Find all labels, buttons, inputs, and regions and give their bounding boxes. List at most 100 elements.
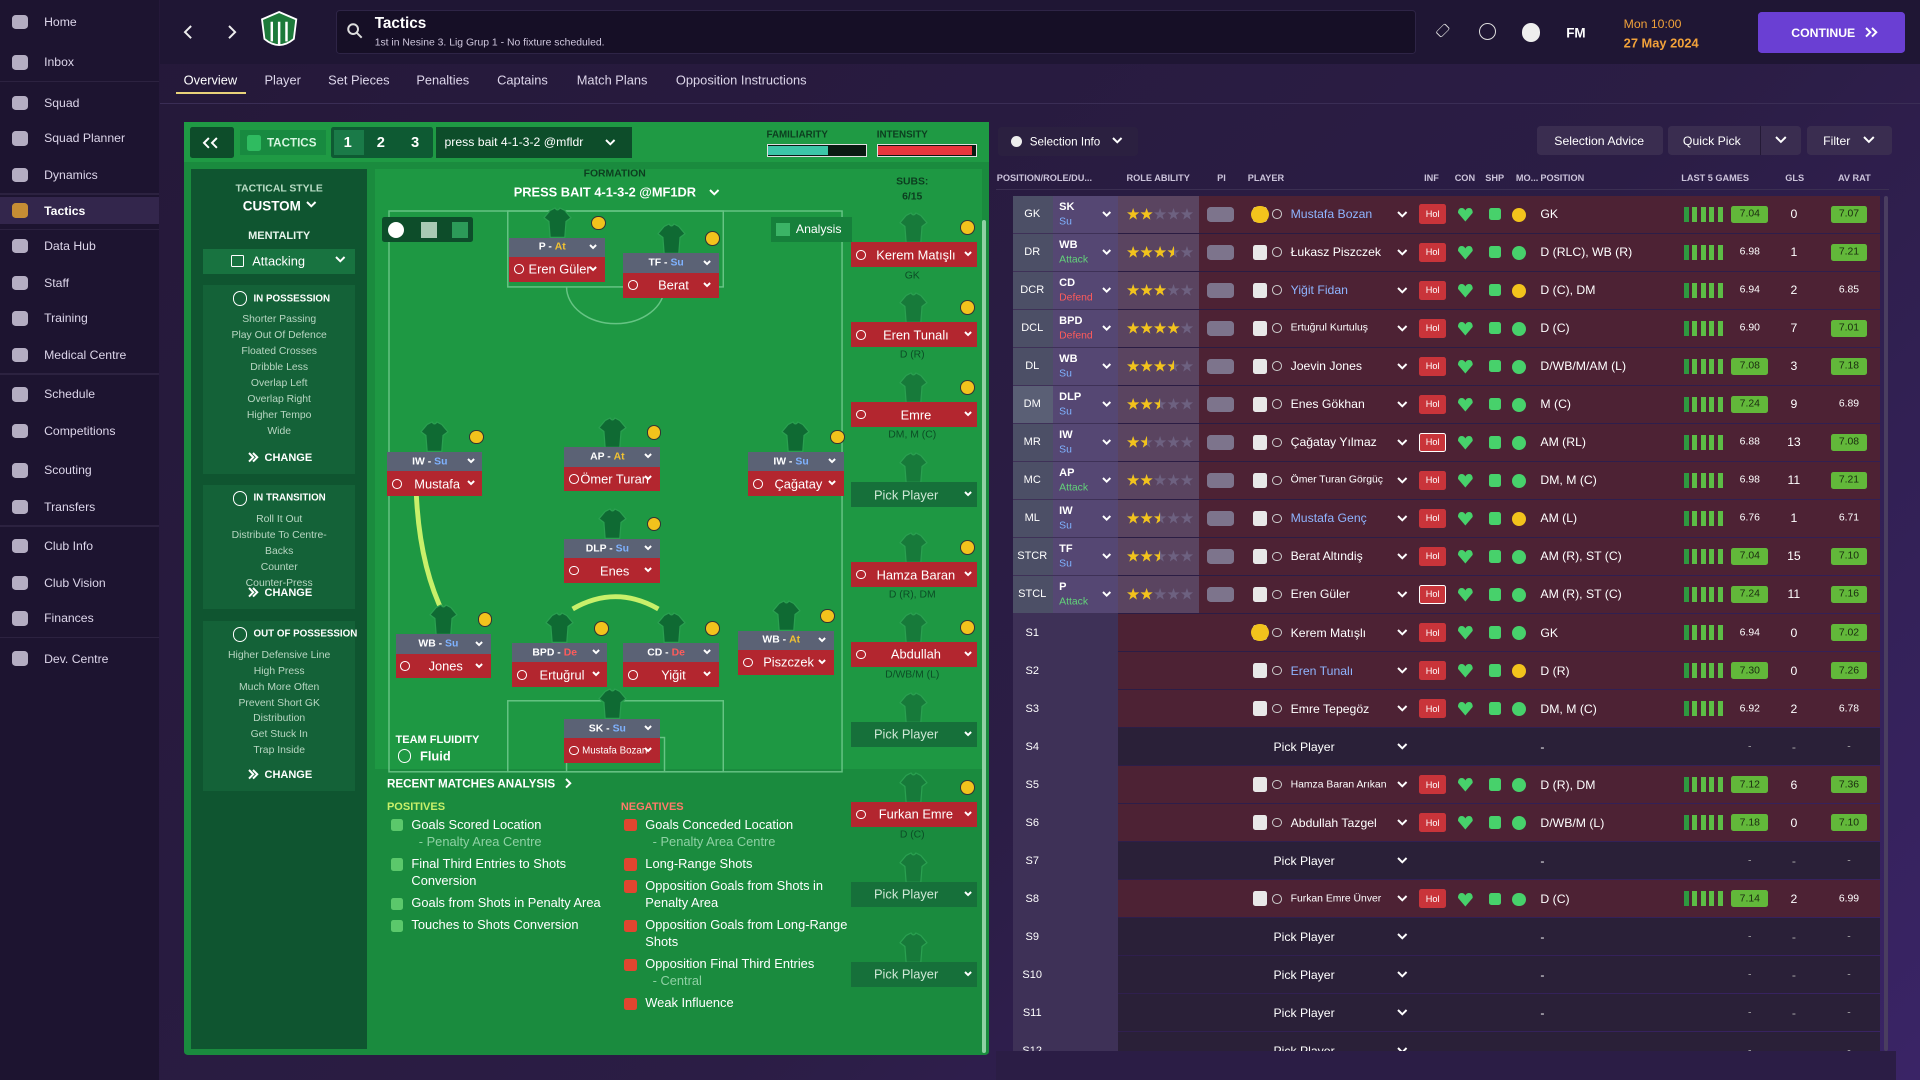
column-header[interactable]: AV RAT (1837, 172, 1871, 183)
change-button[interactable]: CHANGE (264, 586, 313, 599)
selection-advice-label[interactable]: Selection Advice (1554, 133, 1645, 148)
player-name[interactable]: Pick Player (1273, 1005, 1335, 1020)
column-header[interactable]: PLAYER (1247, 172, 1285, 183)
sidebar-item[interactable]: Club Vision (44, 575, 106, 590)
player-name-box[interactable] (564, 738, 660, 763)
player-name[interactable]: Emre Tepegöz (1290, 701, 1370, 716)
tab[interactable]: Overview (183, 72, 238, 88)
tactic-slot[interactable]: 2 (376, 135, 385, 152)
sidebar-item[interactable]: Tactics (44, 203, 86, 218)
tab[interactable]: Opposition Instructions (675, 72, 807, 88)
player-name-box[interactable] (386, 471, 483, 496)
role-box[interactable] (509, 237, 605, 258)
role-box[interactable] (564, 446, 660, 467)
column-header[interactable]: CON (1454, 172, 1476, 183)
role-box[interactable] (738, 630, 834, 651)
role-box[interactable] (748, 451, 844, 472)
player-name[interactable]: Kerem Matışlı (1290, 625, 1367, 640)
tab[interactable]: Penalties (416, 72, 470, 88)
sidebar-item[interactable]: Data Hub (44, 239, 96, 254)
player-name[interactable]: Eren Güler (1290, 587, 1350, 602)
table-row[interactable] (1117, 956, 1880, 994)
player-name-box[interactable] (748, 471, 844, 496)
tactic-name-dropdown[interactable] (435, 127, 632, 158)
player-name[interactable]: Berat Altındiş (1290, 549, 1363, 564)
sub-name-box[interactable] (851, 802, 978, 827)
column-header[interactable]: GLS (1785, 172, 1805, 183)
sidebar-item[interactable]: Finances (44, 611, 94, 626)
sub-name-box[interactable] (851, 242, 978, 267)
player-name[interactable]: Pick Player (1273, 739, 1335, 754)
column-header[interactable]: SHP (1485, 172, 1505, 183)
player-name[interactable]: Pick Player (1273, 853, 1335, 868)
sidebar-item[interactable]: Scouting (44, 463, 92, 478)
player-name[interactable]: Hamza Baran Arıkan (1290, 779, 1387, 791)
role-box[interactable] (564, 718, 660, 739)
player-name-box[interactable] (395, 653, 491, 679)
tab[interactable]: Captains (497, 72, 548, 88)
sidebar-item[interactable]: Squad Planner (44, 131, 126, 146)
player-name[interactable]: Joevin Jones (1290, 359, 1363, 374)
player-name-box[interactable] (564, 558, 660, 583)
player-name[interactable]: Mustafa Genç (1290, 511, 1367, 526)
column-header[interactable]: PI (1217, 172, 1226, 183)
sub-name-box[interactable] (851, 482, 978, 507)
player-name[interactable]: Eren Tunalı (1290, 663, 1354, 678)
player-name[interactable]: Abdullah Tazgel (1290, 815, 1377, 830)
player-name-box[interactable] (623, 662, 719, 687)
player-name[interactable]: Łukasz Piszczek (1290, 245, 1382, 260)
change-button[interactable]: CHANGE (264, 769, 313, 782)
sub-name-box[interactable] (851, 562, 978, 587)
sub-name-box[interactable] (851, 962, 978, 987)
continue-label[interactable]: CONTINUE (1791, 26, 1856, 41)
sidebar-item[interactable]: Home (44, 15, 77, 30)
sub-name-box[interactable] (851, 722, 978, 747)
tab[interactable]: Player (264, 72, 301, 88)
column-header[interactable]: POSITION (1540, 172, 1585, 183)
column-header[interactable]: LAST 5 GAMES (1681, 172, 1749, 183)
sidebar-item[interactable]: Squad (44, 95, 80, 110)
role-box[interactable] (395, 634, 491, 654)
sub-name-box[interactable] (851, 882, 978, 907)
mentality-dropdown[interactable] (203, 248, 356, 275)
player-name-box[interactable] (564, 466, 660, 491)
player-name[interactable]: Yiğit Fidan (1290, 283, 1348, 298)
filter-button[interactable] (1807, 126, 1892, 156)
tactic-slot[interactable]: 3 (411, 135, 420, 152)
column-header[interactable]: ROLE ABILITY (1126, 172, 1190, 183)
analysis-label[interactable]: Analysis (795, 221, 842, 236)
selection-advice-button[interactable] (1536, 126, 1663, 156)
sidebar-item[interactable]: Schedule (44, 387, 96, 402)
sidebar-item[interactable]: Dynamics (44, 168, 98, 183)
player-name[interactable]: Pick Player (1273, 929, 1335, 944)
sidebar-item[interactable]: Staff (44, 275, 70, 290)
sidebar-item[interactable]: Competitions (44, 424, 116, 439)
player-name[interactable]: Ertuğrul Kurtuluş (1290, 322, 1368, 334)
player-name[interactable]: Pick Player (1273, 967, 1335, 982)
sidebar-item[interactable]: Medical Centre (44, 348, 127, 363)
role-box[interactable] (623, 253, 719, 274)
column-header[interactable]: POSITION/ROLE/DU... (996, 172, 1093, 183)
recent-title[interactable]: RECENT MATCHES ANALYSIS (386, 777, 556, 791)
player-name[interactable]: Enes Gökhan (1290, 397, 1365, 412)
tab[interactable]: Match Plans (576, 72, 648, 88)
player-name[interactable]: Furkan Emre Ünver (1290, 893, 1382, 905)
sub-name-box[interactable] (851, 322, 978, 347)
table-row[interactable] (1117, 728, 1880, 765)
selection-info-label[interactable]: Selection Info (1029, 135, 1101, 149)
role-box[interactable] (564, 538, 660, 559)
sub-name-box[interactable] (851, 642, 978, 667)
sidebar-item[interactable]: Inbox (44, 55, 75, 70)
player-name[interactable]: Ömer Turan Görgüç (1290, 474, 1384, 486)
sidebar-item[interactable]: Club Info (44, 539, 94, 554)
sub-name-box[interactable] (851, 402, 978, 427)
role-box[interactable] (511, 642, 608, 663)
filter-label[interactable]: Filter (1823, 133, 1851, 148)
player-name-box[interactable] (509, 257, 605, 282)
sidebar-item[interactable]: Dev. Centre (44, 651, 109, 666)
player-name-box[interactable] (738, 650, 834, 675)
sidebar-item[interactable]: Transfers (44, 499, 96, 514)
column-header[interactable]: INF (1424, 172, 1439, 183)
quick-pick-label[interactable]: Quick Pick (1682, 133, 1741, 148)
player-name[interactable]: Çağatay Yılmaz (1290, 435, 1377, 450)
